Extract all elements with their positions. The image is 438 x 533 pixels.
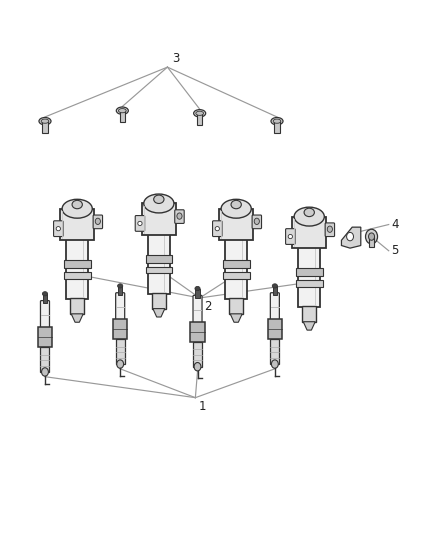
Polygon shape: [71, 314, 83, 322]
Ellipse shape: [254, 218, 259, 224]
Text: 3: 3: [172, 52, 179, 65]
Bar: [369, 237, 374, 247]
Bar: [64, 260, 91, 269]
FancyBboxPatch shape: [53, 221, 63, 237]
Polygon shape: [303, 322, 315, 330]
Ellipse shape: [346, 232, 353, 241]
Text: 2: 2: [204, 300, 212, 312]
Bar: [195, 288, 200, 298]
Bar: [275, 120, 279, 133]
Ellipse shape: [195, 286, 200, 290]
Ellipse shape: [215, 227, 219, 231]
Ellipse shape: [304, 208, 314, 216]
FancyBboxPatch shape: [286, 229, 295, 245]
Text: 5: 5: [391, 244, 399, 257]
Ellipse shape: [118, 109, 126, 113]
Bar: [66, 215, 88, 299]
Bar: [268, 319, 282, 339]
Ellipse shape: [42, 368, 49, 376]
Ellipse shape: [42, 292, 48, 296]
Ellipse shape: [327, 226, 332, 232]
Bar: [223, 272, 250, 279]
Bar: [302, 306, 317, 322]
Ellipse shape: [272, 360, 278, 368]
Bar: [40, 347, 49, 372]
FancyBboxPatch shape: [212, 221, 222, 237]
Bar: [229, 298, 244, 314]
Ellipse shape: [221, 199, 251, 218]
Ellipse shape: [194, 362, 201, 371]
Bar: [190, 321, 205, 342]
FancyBboxPatch shape: [325, 223, 335, 237]
Ellipse shape: [273, 119, 281, 123]
Ellipse shape: [72, 200, 82, 209]
Polygon shape: [342, 227, 361, 248]
Ellipse shape: [144, 194, 174, 213]
Text: 1: 1: [199, 400, 206, 413]
Ellipse shape: [271, 117, 283, 125]
Bar: [60, 209, 94, 240]
Bar: [118, 286, 122, 295]
Ellipse shape: [366, 229, 378, 244]
Bar: [219, 209, 253, 240]
Bar: [273, 286, 277, 295]
Bar: [70, 298, 85, 314]
Bar: [42, 120, 48, 133]
Ellipse shape: [177, 213, 182, 219]
Ellipse shape: [56, 227, 60, 231]
Bar: [152, 293, 166, 309]
Bar: [43, 294, 47, 303]
Ellipse shape: [368, 233, 374, 240]
Ellipse shape: [194, 110, 206, 117]
Ellipse shape: [117, 360, 124, 368]
Bar: [145, 255, 172, 263]
FancyBboxPatch shape: [135, 215, 145, 231]
Ellipse shape: [138, 221, 142, 225]
FancyBboxPatch shape: [252, 215, 261, 229]
Ellipse shape: [294, 207, 324, 226]
Bar: [296, 280, 322, 287]
Bar: [223, 260, 250, 269]
Polygon shape: [153, 309, 165, 317]
Ellipse shape: [231, 200, 241, 209]
Bar: [38, 327, 52, 347]
Bar: [293, 216, 326, 248]
Ellipse shape: [196, 111, 204, 116]
Ellipse shape: [117, 284, 123, 288]
Bar: [64, 272, 91, 279]
Bar: [145, 266, 172, 273]
FancyBboxPatch shape: [116, 293, 125, 321]
FancyBboxPatch shape: [175, 210, 184, 223]
FancyBboxPatch shape: [40, 301, 49, 329]
Bar: [120, 110, 125, 122]
Bar: [225, 215, 247, 299]
Ellipse shape: [62, 199, 92, 218]
Bar: [296, 268, 322, 276]
Bar: [270, 339, 279, 364]
Ellipse shape: [117, 107, 128, 115]
Ellipse shape: [288, 235, 293, 239]
Bar: [197, 113, 202, 125]
Text: 4: 4: [391, 218, 399, 231]
Bar: [148, 210, 170, 294]
Ellipse shape: [154, 195, 164, 204]
Ellipse shape: [39, 117, 51, 125]
FancyBboxPatch shape: [193, 295, 202, 324]
Bar: [116, 339, 125, 364]
Ellipse shape: [41, 119, 49, 123]
Bar: [142, 204, 176, 235]
Polygon shape: [230, 314, 242, 322]
Bar: [113, 319, 127, 339]
Ellipse shape: [95, 218, 100, 224]
Bar: [298, 223, 321, 307]
FancyBboxPatch shape: [270, 293, 279, 321]
Ellipse shape: [272, 284, 277, 288]
Bar: [193, 342, 202, 367]
FancyBboxPatch shape: [93, 215, 102, 229]
